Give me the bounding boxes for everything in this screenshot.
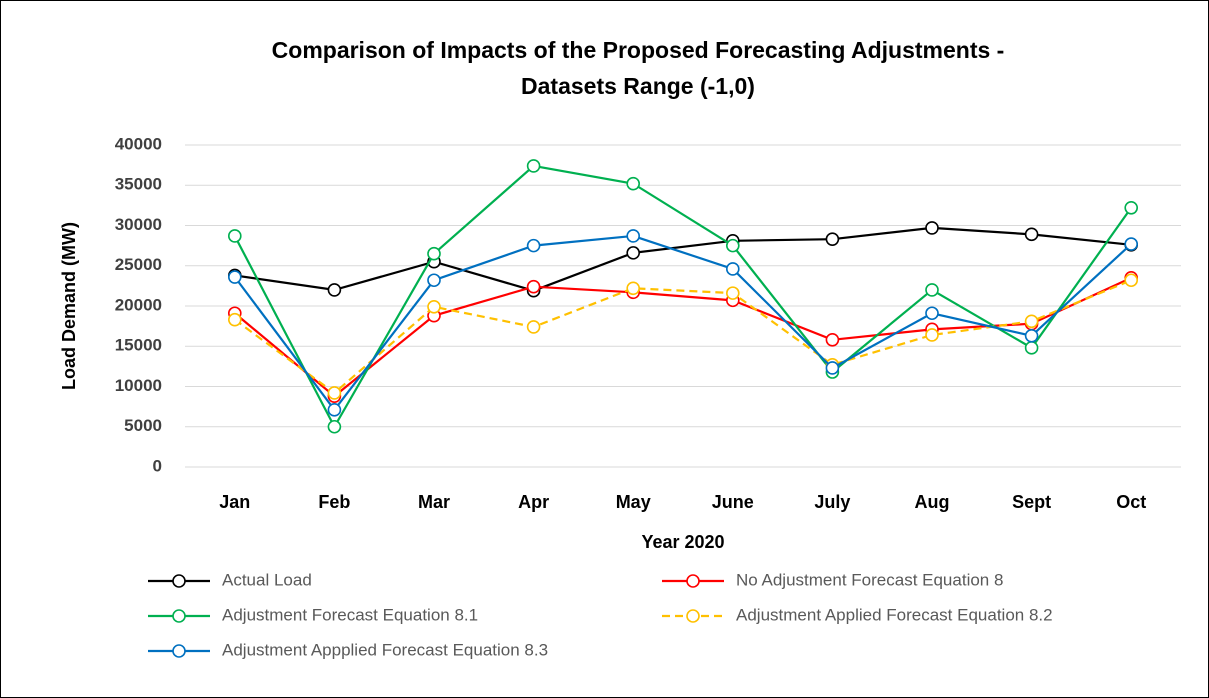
y-axis-label: Load Demand (MW) — [59, 222, 79, 390]
y-tick-label: 35000 — [115, 175, 162, 194]
data-point — [925, 328, 939, 342]
data-point — [526, 320, 541, 334]
chart-title: Datasets Range (-1,0) — [521, 73, 755, 99]
data-point — [228, 229, 242, 243]
y-tick-label: 20000 — [115, 295, 162, 314]
legend-label: Actual Load — [222, 570, 312, 589]
legend-label: Adjustment Appplied Forecast Equation 8.… — [222, 640, 548, 659]
data-point — [427, 300, 441, 314]
data-point — [526, 159, 541, 173]
x-tick-label: Sept — [1012, 492, 1051, 512]
data-point — [427, 273, 441, 288]
x-tick-label: Feb — [318, 492, 350, 512]
data-point — [526, 238, 541, 253]
data-point — [626, 176, 641, 191]
y-tick-label: 40000 — [115, 134, 162, 153]
x-tick-label: July — [814, 492, 850, 512]
x-tick-label: Jan — [219, 492, 250, 512]
data-point — [925, 283, 939, 297]
data-point — [327, 386, 342, 400]
data-point — [1024, 328, 1039, 343]
data-point — [1024, 341, 1039, 355]
data-point — [626, 246, 641, 260]
data-point — [1124, 237, 1138, 251]
y-tick-label: 5000 — [124, 416, 162, 435]
data-point — [1124, 200, 1138, 215]
data-point — [228, 270, 242, 284]
data-point — [725, 262, 740, 276]
data-point — [526, 279, 541, 294]
x-tick-label: May — [616, 492, 651, 512]
data-point — [1024, 227, 1039, 242]
data-point — [228, 312, 242, 327]
series-line — [233, 164, 1133, 430]
data-point — [825, 361, 840, 375]
legend-marker — [686, 574, 700, 588]
legend-label: Adjustment Applied Forecast Equation 8.2 — [736, 605, 1053, 624]
data-point — [626, 229, 641, 243]
x-tick-label: June — [712, 492, 754, 512]
x-tick-label: Oct — [1116, 492, 1146, 512]
series-line — [234, 279, 1132, 395]
data-point — [925, 306, 939, 321]
y-tick-label: 25000 — [115, 255, 162, 274]
data-point — [825, 333, 840, 347]
data-point — [725, 238, 740, 253]
data-point — [327, 403, 342, 417]
data-point — [427, 246, 441, 261]
data-point — [327, 419, 342, 434]
data-point — [725, 286, 740, 300]
data-point — [626, 281, 641, 296]
legend-marker — [172, 574, 186, 588]
y-tick-label: 15000 — [115, 336, 162, 355]
x-tick-label: Aug — [915, 492, 950, 512]
data-point — [1024, 314, 1039, 329]
legend-label: Adjustment Forecast Equation 8.1 — [222, 605, 478, 624]
data-point — [327, 283, 342, 297]
data-point — [1124, 273, 1138, 288]
x-axis-label: Year 2020 — [641, 532, 724, 552]
x-tick-label: Mar — [418, 492, 450, 512]
legend-marker — [172, 609, 186, 623]
data-point — [925, 221, 939, 235]
series-line — [234, 276, 1132, 398]
y-tick-label: 10000 — [115, 376, 162, 395]
series-line — [233, 234, 1132, 412]
series-line — [234, 226, 1132, 292]
legend-marker — [686, 609, 700, 623]
y-tick-label: 30000 — [115, 215, 162, 234]
data-point — [825, 232, 840, 246]
x-tick-label: Apr — [518, 492, 549, 512]
y-tick-label: 0 — [153, 456, 162, 475]
legend-marker — [172, 644, 186, 658]
legend-label: No Adjustment Forecast Equation 8 — [736, 570, 1003, 589]
chart-title: Comparison of Impacts of the Proposed Fo… — [272, 37, 1005, 63]
